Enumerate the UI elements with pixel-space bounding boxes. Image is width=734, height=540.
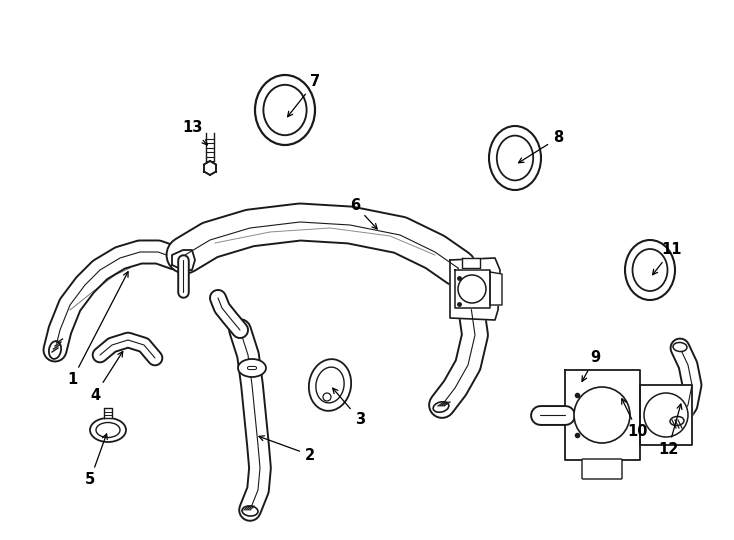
Text: 12: 12 [658, 404, 682, 457]
Text: 11: 11 [653, 242, 682, 275]
Ellipse shape [670, 416, 684, 426]
Ellipse shape [497, 136, 533, 180]
Polygon shape [455, 270, 490, 308]
Ellipse shape [316, 367, 344, 403]
Circle shape [458, 275, 486, 303]
Ellipse shape [309, 359, 351, 411]
Polygon shape [450, 258, 500, 320]
Circle shape [574, 387, 630, 443]
Ellipse shape [90, 418, 126, 442]
Ellipse shape [633, 249, 667, 291]
Polygon shape [204, 161, 216, 175]
Text: 3: 3 [333, 388, 365, 428]
Ellipse shape [96, 422, 120, 437]
Circle shape [644, 393, 688, 437]
Polygon shape [462, 258, 480, 268]
Text: 8: 8 [518, 131, 563, 163]
Polygon shape [172, 250, 195, 270]
Ellipse shape [673, 342, 687, 352]
FancyBboxPatch shape [582, 459, 622, 479]
Polygon shape [104, 408, 112, 418]
Ellipse shape [242, 506, 258, 516]
Polygon shape [206, 133, 214, 161]
Text: 9: 9 [582, 350, 600, 381]
Ellipse shape [49, 341, 61, 359]
Text: 4: 4 [90, 352, 123, 402]
Polygon shape [490, 272, 502, 305]
Text: 1: 1 [67, 272, 128, 388]
Ellipse shape [238, 359, 266, 377]
Polygon shape [640, 385, 692, 445]
Text: 5: 5 [85, 434, 107, 488]
Ellipse shape [264, 85, 307, 135]
Text: 13: 13 [182, 120, 207, 145]
Ellipse shape [433, 402, 448, 412]
Text: 10: 10 [622, 399, 648, 440]
Text: 6: 6 [350, 198, 377, 229]
Polygon shape [565, 370, 640, 460]
Circle shape [323, 393, 331, 401]
Text: 2: 2 [259, 436, 315, 462]
Text: 7: 7 [288, 75, 320, 117]
